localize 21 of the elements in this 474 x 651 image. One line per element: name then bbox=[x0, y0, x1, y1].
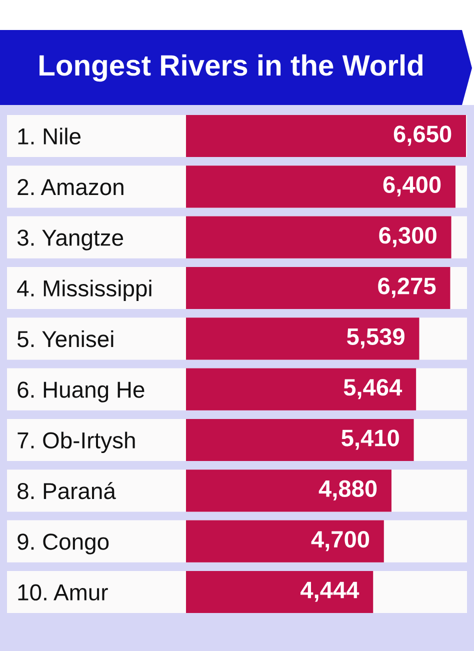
data-label: 4,880 bbox=[318, 480, 377, 500]
chart-title: Longest Rivers in the World bbox=[40, 54, 422, 82]
y-tick-label: 3. Yangtze bbox=[17, 230, 124, 250]
y-tick-label: 5. Yenisei bbox=[17, 330, 114, 348]
y-tick-label: 8. Paraná bbox=[18, 482, 116, 500]
data-label: 4,444 bbox=[300, 582, 360, 602]
data-label: 6,650 bbox=[394, 126, 452, 146]
y-tick-label: 1. Nile bbox=[18, 128, 80, 145]
y-tick-label: 7. Ob-Irtysh bbox=[18, 432, 135, 454]
data-label: 6,275 bbox=[378, 278, 436, 298]
data-label: 6,400 bbox=[383, 176, 441, 196]
data-label: 5,464 bbox=[344, 378, 402, 400]
y-tick-label: 9. Congo bbox=[18, 534, 109, 554]
y-tick-label: 2. Amazon bbox=[18, 178, 124, 196]
data-label: 5,539 bbox=[346, 328, 404, 348]
data-label: 5,410 bbox=[342, 430, 399, 450]
y-tick-label: 4. Mississippi bbox=[17, 280, 152, 302]
y-tick-label: 10. Amur bbox=[18, 584, 108, 601]
data-label: 4,700 bbox=[311, 530, 370, 552]
y-tick-label: 6. Huang He bbox=[18, 382, 144, 402]
data-label: 6,300 bbox=[379, 226, 436, 248]
